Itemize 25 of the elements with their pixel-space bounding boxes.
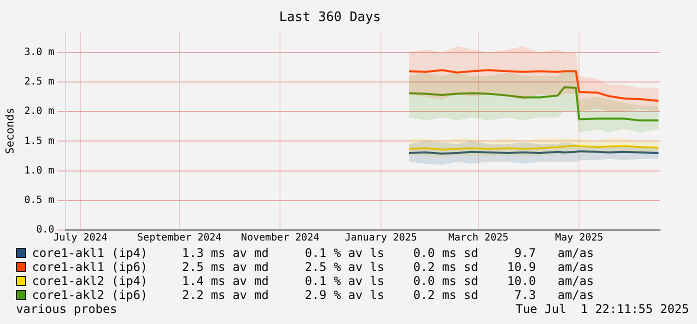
y-tick-label: 2.5 m xyxy=(24,76,54,88)
text: 1.4 ms av md 0.1 % av ls 0.0 ms sd 10.0 am/as xyxy=(182,274,594,288)
x-tick-label: January 2025 xyxy=(344,232,418,244)
text: various probes xyxy=(16,302,118,316)
text: Tue Jul 1 22:11:55 2025 xyxy=(516,302,689,316)
x-tick-label: November 2024 xyxy=(241,232,320,244)
legend-label: core1-akl2 (ip4) xyxy=(32,274,149,288)
legend-label: core1-akl1 (ip4) xyxy=(32,246,149,260)
text: 1.3 ms av md 0.1 % av ls 0.0 ms sd 9.7 am/as xyxy=(182,246,594,260)
chart-title: Last 360 Days xyxy=(279,10,381,26)
y-tick-label: 1.0 m xyxy=(24,165,54,176)
x-tick-label: May 2025 xyxy=(555,232,604,244)
text: 2.5 ms av md 2.5 % av ls 0.2 ms sd 10.9 am/as xyxy=(182,260,594,274)
x-tick-label: March 2025 xyxy=(448,232,509,244)
y-axis-title: Seconds xyxy=(3,108,16,154)
y-tick-label: 3.0 m xyxy=(24,46,54,58)
legend-label: core1-akl1 (ip6) xyxy=(32,260,149,274)
y-tick-label: 0.0 xyxy=(36,224,54,236)
y-tick-label: 0.5 m xyxy=(24,194,54,206)
y-tick-label: 2.0 m xyxy=(24,106,54,118)
x-tick-label: July 2024 xyxy=(53,232,108,244)
text: 2.2 ms av md 2.9 % av ls 0.2 ms sd 7.3 am/as xyxy=(182,288,594,302)
x-tick-label: September 2024 xyxy=(137,232,222,244)
y-tick-label: 1.5 m xyxy=(24,136,54,147)
legend-label: core1-akl2 (ip6) xyxy=(32,288,149,302)
